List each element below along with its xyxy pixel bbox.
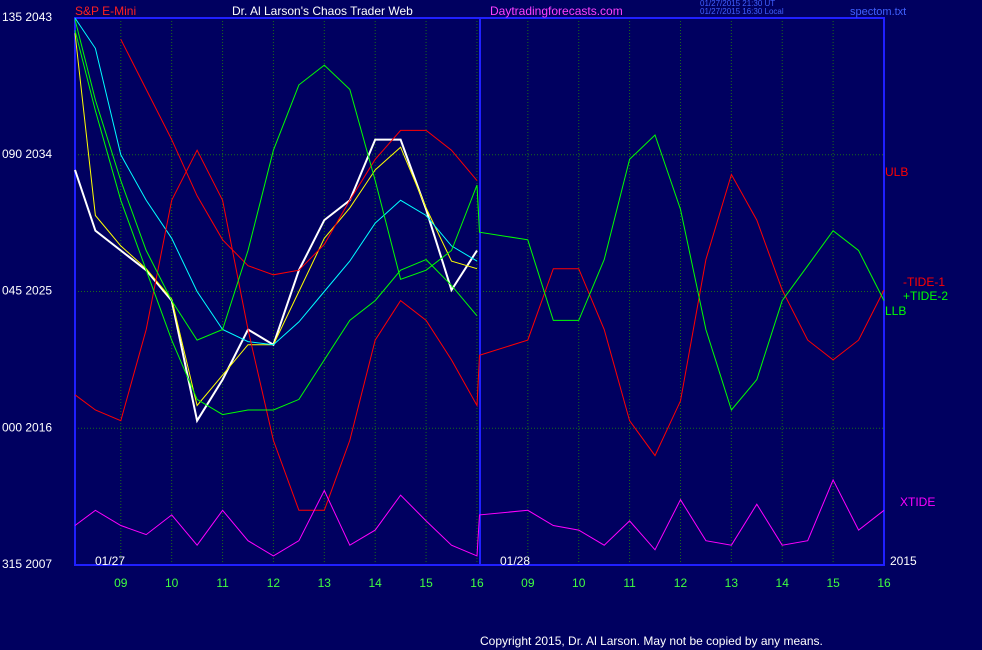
annotation: 01/27/2015 21:30 UT: [700, 0, 775, 8]
y-tick-label: 135 2043: [2, 10, 52, 24]
x-tick-label: 09: [521, 576, 535, 590]
x-tick-label: 10: [572, 576, 586, 590]
x-tick-label: 09: [114, 576, 128, 590]
annotation: 01/27/2015 16:30 Local: [700, 7, 784, 16]
series-line: [74, 17, 478, 346]
series-line: [74, 149, 885, 511]
x-tick-label: 16: [470, 576, 484, 590]
y-tick-label: 315 2007: [2, 557, 52, 571]
legend-label: +TIDE-2: [903, 289, 948, 303]
x-tick-label: 11: [623, 576, 636, 590]
x-tick-label: 15: [419, 576, 433, 590]
legend-label: ULB: [885, 165, 908, 179]
annotation: Daytradingforecasts.com: [490, 4, 623, 18]
chart-subtitle: S&P E-Mini: [75, 4, 136, 18]
x-tick-label: 10: [165, 576, 179, 590]
series-line: [74, 478, 885, 557]
legend-label: XTIDE: [900, 495, 935, 509]
x-tick-label: 14: [776, 576, 790, 590]
y-tick-label: 000 2016: [2, 420, 52, 434]
x-tick-label: 16: [877, 576, 891, 590]
series-line: [120, 39, 478, 276]
x-tick-label: 15: [826, 576, 840, 590]
x-tick-label: 14: [369, 576, 383, 590]
annotation: Copyright 2015, Dr. Al Larson. May not b…: [480, 634, 823, 648]
y-tick-label: 045 2025: [2, 284, 52, 298]
annotation: 2015: [890, 554, 917, 568]
chart-title: Dr. Al Larson's Chaos Trader Web: [232, 4, 413, 18]
annotation: 01/27: [95, 554, 125, 568]
annotation: spectom.txt: [850, 6, 906, 18]
legend-label: -TIDE-1: [903, 275, 945, 289]
x-tick-label: 12: [674, 576, 688, 590]
x-tick-label: 13: [318, 576, 332, 590]
y-tick-label: 090 2034: [2, 147, 52, 161]
x-tick-label: 11: [216, 576, 229, 590]
series-line: [74, 19, 885, 412]
series-line: [74, 30, 478, 416]
x-tick-label: 12: [267, 576, 281, 590]
x-tick-label: 13: [725, 576, 739, 590]
annotation: 01/28: [500, 554, 530, 568]
legend-label: LLB: [885, 304, 906, 318]
